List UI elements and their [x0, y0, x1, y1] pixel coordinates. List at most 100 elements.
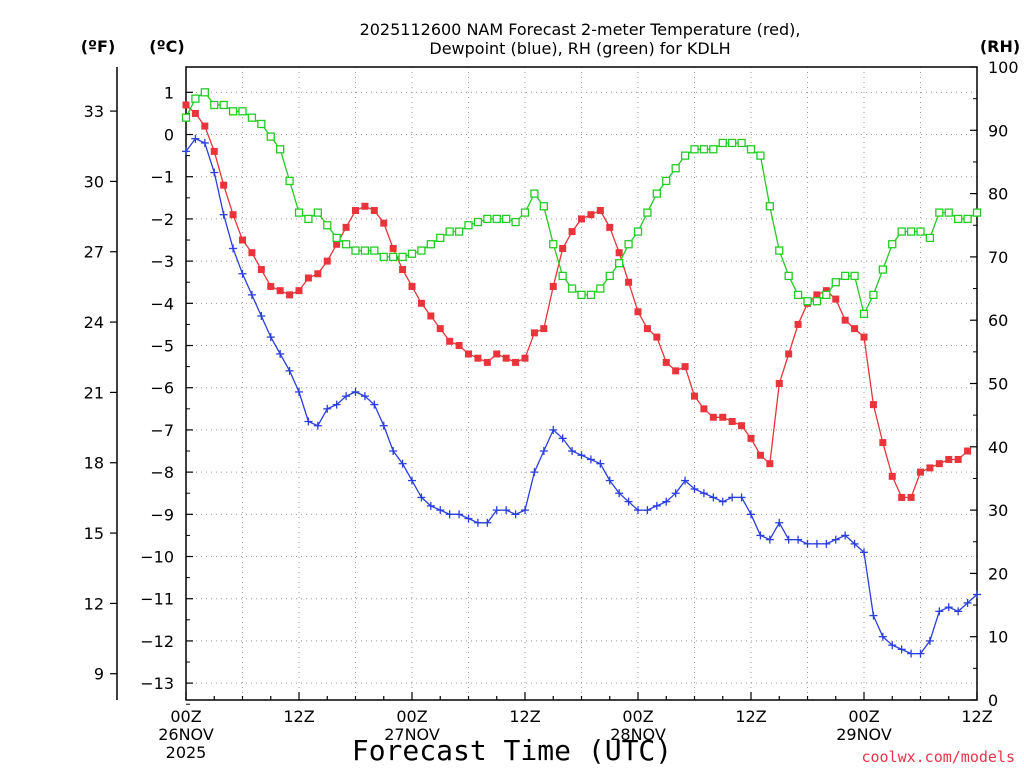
dewpoint-point — [210, 168, 219, 177]
dewpoint-point — [643, 506, 652, 515]
dewpoint-point — [624, 497, 633, 506]
temperature-point — [964, 447, 972, 455]
dewpoint-point — [747, 510, 755, 519]
temperature-point — [436, 325, 444, 333]
temperature-point — [578, 215, 585, 223]
rh-point — [671, 164, 680, 173]
temperature-point — [596, 206, 604, 214]
dewpoint-point — [473, 518, 482, 527]
rh-point — [728, 138, 737, 148]
rh-tick-label: 70 — [988, 248, 1008, 267]
x-tick-label: 12Z — [961, 707, 992, 726]
rh-tick-label: 10 — [988, 628, 1008, 647]
temperature-point — [342, 223, 350, 231]
rh-point — [652, 189, 661, 198]
dewpoint-point — [483, 518, 492, 527]
dewpoint-point — [690, 485, 699, 493]
temperature-point — [248, 249, 256, 257]
dewpoint-point — [577, 451, 586, 460]
temperature-point — [380, 219, 388, 227]
rh-point — [219, 100, 228, 110]
temperature-point — [229, 211, 237, 219]
temperature-point — [898, 493, 906, 501]
dewpoint-point — [370, 400, 379, 409]
celsius-tick-label: −10 — [140, 548, 174, 567]
x-tick-label: 00Z — [396, 707, 427, 726]
x-tick-label: 27NOV — [384, 725, 440, 744]
temperature-point — [530, 329, 538, 337]
dewpoint-point — [728, 493, 737, 502]
rh-tick-label: 100 — [988, 58, 1019, 77]
rh-tick-label: 0 — [988, 691, 998, 710]
temperature-point — [465, 350, 472, 358]
rh-point — [586, 290, 596, 300]
temperature-point — [333, 240, 341, 248]
rh-point — [859, 309, 869, 319]
temperature-point — [785, 350, 793, 358]
dewpoint-point — [285, 366, 294, 375]
rh-point — [633, 227, 643, 236]
rh-point — [756, 151, 765, 160]
dewpoint-point — [247, 290, 256, 299]
dewpoint-point — [916, 649, 925, 658]
dewpoint-point — [718, 497, 727, 506]
dewpoint-point — [266, 333, 275, 342]
temperature-point — [738, 422, 746, 430]
temperature-point — [276, 287, 284, 295]
temperature-point — [869, 401, 877, 409]
rh-point — [925, 233, 935, 243]
temperature-point — [672, 367, 680, 375]
dewpoint-point — [417, 493, 426, 502]
rh-tick-label: 90 — [988, 121, 1008, 140]
rh-point — [181, 113, 191, 122]
dewpoint-point — [295, 387, 303, 396]
fahrenheit-tick-label: 33 — [84, 102, 104, 121]
celsius-tick-label: 1 — [164, 83, 174, 102]
series-layer — [181, 88, 982, 658]
rh-point — [539, 202, 548, 211]
x-tick-label: 28NOV — [610, 725, 666, 744]
dewpoint-point — [521, 506, 529, 515]
rh-tick-label: 60 — [988, 311, 1008, 330]
dewpoint-point — [436, 506, 445, 515]
rh-point — [972, 208, 982, 217]
rh-point — [831, 278, 840, 287]
dewpoint-point — [360, 392, 369, 401]
rh-point — [549, 240, 558, 249]
temperature-point — [417, 299, 425, 307]
dewpoint-point — [304, 417, 313, 426]
rh-point — [906, 227, 916, 236]
dewpoint-point — [200, 138, 209, 147]
temperature-point — [615, 249, 623, 257]
fahrenheit-tick-label: 24 — [84, 313, 104, 332]
celsius-tick-label: −2 — [150, 210, 174, 229]
celsius-tick-label: −8 — [150, 463, 174, 482]
x-tick-label: 12Z — [509, 707, 540, 726]
rh-point — [944, 208, 953, 217]
temperature-point — [813, 291, 821, 299]
celsius-tick-label: −3 — [150, 252, 174, 271]
rh-point — [360, 246, 370, 255]
dewpoint-point — [794, 535, 803, 544]
temperature-point — [323, 257, 331, 265]
rh-point — [285, 176, 294, 186]
rh-point — [200, 88, 209, 97]
temperature-point — [455, 342, 463, 350]
dewpoint-point — [935, 607, 944, 616]
x-tick-label: 00Z — [170, 707, 201, 726]
celsius-tick-label: −12 — [140, 632, 174, 651]
fahrenheit-tick-label: 27 — [84, 243, 104, 262]
dewpoint-point — [784, 535, 793, 544]
rh-point — [680, 151, 690, 160]
dewpoint-point — [426, 501, 435, 510]
rh-point — [266, 132, 275, 141]
temperature-point — [521, 354, 529, 362]
rh-point — [643, 208, 652, 217]
x-tick-label: 00Z — [848, 707, 879, 726]
temperature-point — [860, 333, 868, 341]
temperature-point — [568, 228, 576, 236]
dewpoint-point — [775, 518, 784, 527]
dewpoint-point — [323, 404, 332, 413]
temperature-point — [879, 439, 887, 447]
